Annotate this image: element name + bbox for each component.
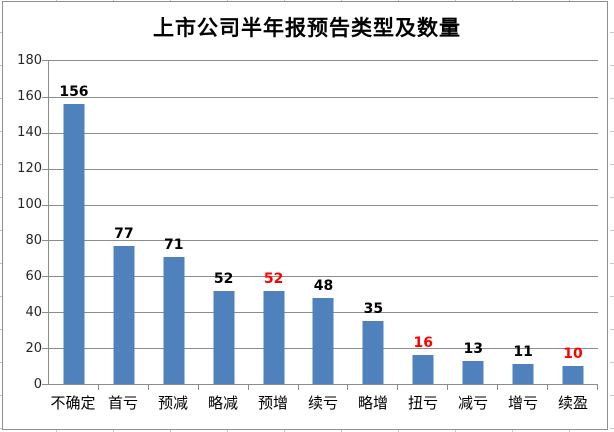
x-axis-label: 续盈 xyxy=(557,394,588,412)
bar xyxy=(512,364,534,384)
y-axis-label: 60 xyxy=(25,269,42,284)
bar xyxy=(562,366,584,384)
bar-slot: 77 xyxy=(99,61,149,384)
bar-value-label: 156 xyxy=(59,84,89,101)
x-axis-tick xyxy=(197,385,199,390)
gridline xyxy=(49,276,598,278)
y-axis-label: 140 xyxy=(17,125,42,140)
y-axis-tick xyxy=(42,96,49,98)
x-axis-tick xyxy=(547,385,549,390)
y-axis-tick xyxy=(42,204,49,206)
y-axis-tick xyxy=(42,348,49,350)
x-axis-tick xyxy=(247,385,249,390)
bar-slot: 48 xyxy=(299,61,349,384)
x-axis-label: 预增 xyxy=(257,394,288,412)
bar xyxy=(63,104,85,384)
y-axis-tick xyxy=(42,384,49,385)
bar-slot: 35 xyxy=(348,61,398,384)
y-axis-label: 160 xyxy=(17,89,42,104)
x-axis-label: 增亏 xyxy=(507,394,538,412)
y-axis-label: 0 xyxy=(33,377,42,392)
bar-value-label: 48 xyxy=(313,277,334,294)
bar-slot: 13 xyxy=(448,61,498,384)
y-axis-tick xyxy=(42,168,49,170)
bar-value-label: 77 xyxy=(114,225,134,242)
bar xyxy=(113,245,135,384)
x-axis-label: 减亏 xyxy=(457,394,488,412)
bar-value-label: 71 xyxy=(164,236,184,253)
x-axis-labels: 不确定 首亏 预减 略减 预增 续亏 略增 扭亏 减亏 增亏 续盈 xyxy=(48,392,598,412)
bar-slot: 10 xyxy=(548,61,598,384)
x-axis-tick xyxy=(447,385,449,390)
x-axis-label: 首亏 xyxy=(107,394,138,412)
y-axis-tick xyxy=(42,240,49,242)
x-axis-label: 略减 xyxy=(207,394,238,412)
y-axis-label: 40 xyxy=(25,305,42,320)
gridline xyxy=(49,96,598,98)
y-axis-tick xyxy=(42,132,49,134)
x-axis-label: 扭亏 xyxy=(407,394,438,412)
bar-value-label: 16 xyxy=(413,335,434,352)
bar xyxy=(462,360,484,384)
bar-slot: 52 xyxy=(199,61,249,384)
x-axis-label: 略增 xyxy=(357,394,388,412)
bar-slot: 11 xyxy=(498,61,548,384)
bar-slot: 52 xyxy=(249,61,299,384)
bar-value-label: 52 xyxy=(263,270,284,287)
x-axis-label: 预减 xyxy=(157,394,188,412)
y-axis-tick xyxy=(42,60,49,61)
y-axis-label: 180 xyxy=(17,53,42,68)
bar-slot: 156 xyxy=(49,61,99,384)
x-axis-tick xyxy=(397,385,399,390)
y-axis-tick xyxy=(42,276,49,278)
x-axis-label: 续亏 xyxy=(307,394,338,412)
bar-value-label: 52 xyxy=(213,270,234,287)
gridline xyxy=(49,132,598,134)
x-axis-tick xyxy=(597,385,598,390)
gridline xyxy=(49,240,598,242)
y-axis-label: 120 xyxy=(17,161,42,176)
worksheet-gridline-stubs-right xyxy=(610,0,614,432)
bar-value-label: 35 xyxy=(363,301,384,318)
x-axis-label: 不确定 xyxy=(50,394,96,412)
x-axis-tick xyxy=(497,385,499,390)
bar-slot: 71 xyxy=(149,61,199,384)
x-axis-tick xyxy=(347,385,349,390)
chart-title: 上市公司半年报预告类型及数量 xyxy=(153,16,461,40)
y-axis-label: 80 xyxy=(25,233,42,248)
y-axis-label: 100 xyxy=(17,197,42,212)
bar xyxy=(213,290,235,384)
gridline xyxy=(49,204,598,206)
x-axis-tick xyxy=(97,385,99,390)
x-axis-tick xyxy=(147,385,149,390)
bar xyxy=(412,355,434,384)
y-axis-tick xyxy=(42,312,49,314)
bars-layer: 156 77 71 52 52 48 35 16 13 11 10 xyxy=(49,61,598,384)
bar xyxy=(263,290,285,384)
bar-value-label: 11 xyxy=(513,344,533,361)
bar xyxy=(362,321,384,384)
bar xyxy=(163,256,185,384)
bar-value-label: 10 xyxy=(563,346,583,363)
plot-area: 156 77 71 52 52 48 35 16 13 11 10 xyxy=(42,60,598,390)
y-axis-label: 20 xyxy=(25,341,42,356)
bar-value-label: 13 xyxy=(463,340,483,357)
x-axis-tick xyxy=(297,385,299,390)
gridline xyxy=(49,168,598,170)
bar xyxy=(312,297,334,384)
bar-slot: 16 xyxy=(398,61,448,384)
gridline xyxy=(49,60,598,61)
